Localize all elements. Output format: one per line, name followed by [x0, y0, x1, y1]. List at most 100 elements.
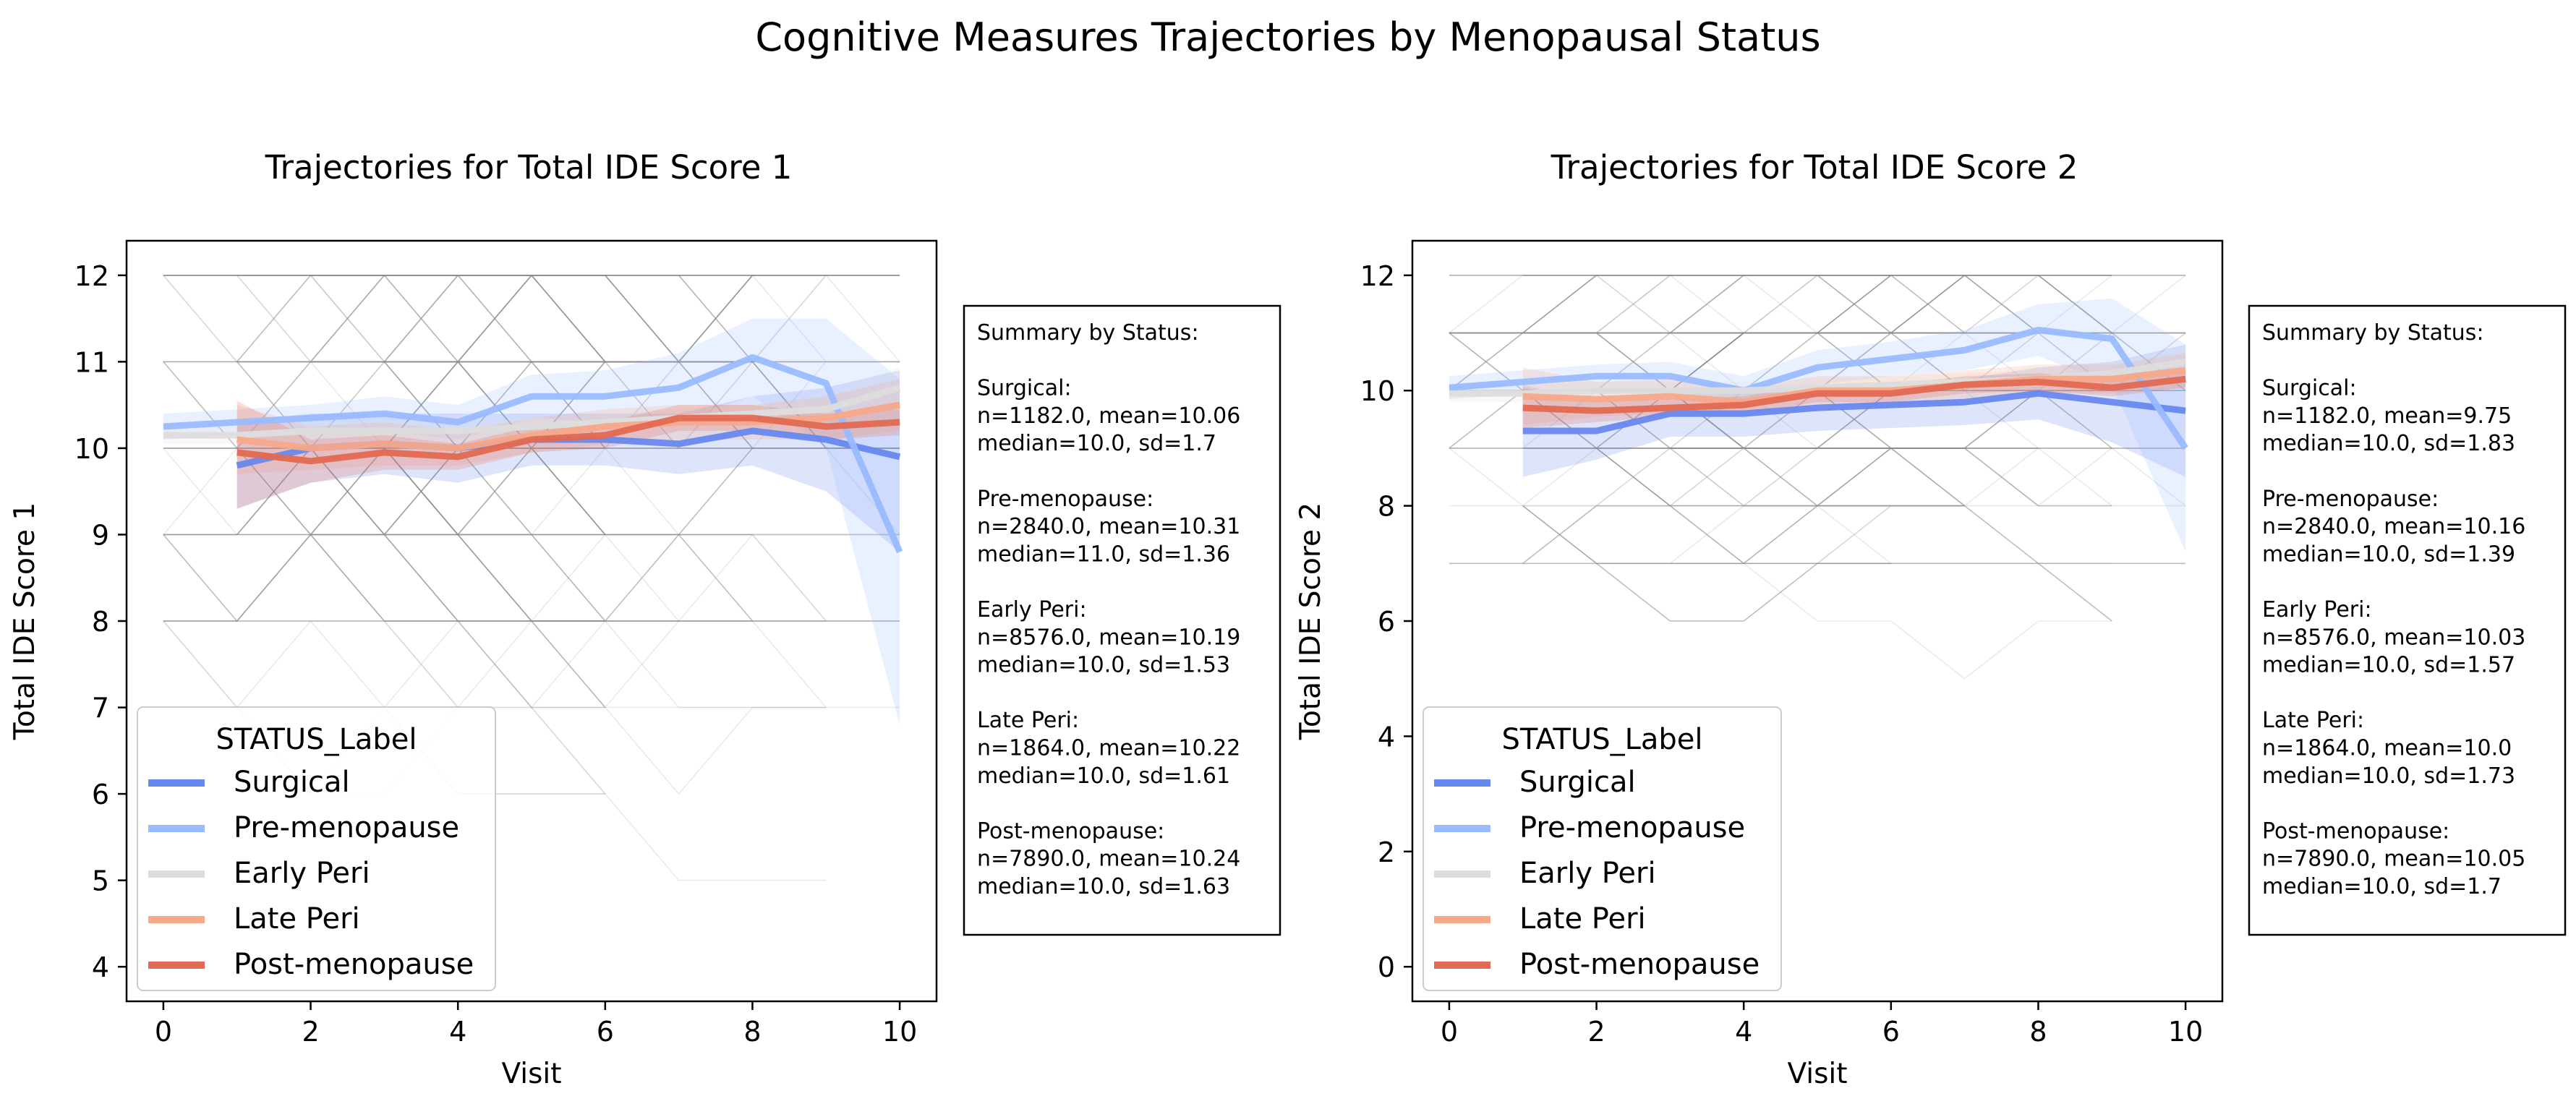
individual-trajectory	[163, 534, 605, 622]
summary-frame	[2248, 304, 2567, 936]
summary-stat-line: median=11.0, sd=1.36	[977, 542, 1230, 567]
summary-group-name: Early Peri:	[977, 597, 1087, 622]
y-tick-label: 9	[92, 519, 109, 551]
individual-trajectories	[163, 274, 900, 881]
plot-area	[1449, 274, 2188, 680]
summary-stat-line: median=10.0, sd=1.57	[2262, 653, 2515, 678]
x-tick-label: 0	[155, 1016, 172, 1048]
summary-stat-line: n=1864.0, mean=10.0	[2262, 736, 2512, 761]
summary-stat-line: median=10.0, sd=1.53	[977, 653, 1230, 678]
legend-entry: Late Peri	[234, 902, 360, 936]
individual-trajectory	[1522, 505, 1965, 564]
individual-trajectory	[1669, 448, 1965, 507]
legend-entry: Early Peri	[234, 857, 370, 890]
y-axis-label: Total IDE Score 1	[9, 502, 41, 741]
x-tick-label: 8	[743, 1016, 761, 1048]
x-axis-label: Visit	[1787, 1058, 1847, 1090]
chart-panel-1: Trajectories for Total IDE Score 1 0 2 4 6 8 1…	[9, 148, 1281, 1090]
summary-group-name: Post-menopause:	[2262, 818, 2449, 844]
confidence-band	[236, 401, 900, 509]
summary-group-name: Pre-menopause:	[2262, 487, 2439, 512]
summary-stat-line: median=10.0, sd=1.7	[977, 431, 1216, 456]
legend-entry: Pre-menopause	[1519, 811, 1745, 844]
x-tick-label: 10	[882, 1016, 917, 1048]
summary-stat-line: n=7890.0, mean=10.05	[2262, 847, 2525, 872]
x-tick-label: 4	[449, 1016, 466, 1048]
y-tick-label: 6	[1378, 606, 1395, 638]
confidence-band	[1449, 298, 2186, 552]
summary-stat-line: n=8576.0, mean=10.19	[977, 625, 1240, 650]
x-tick-label: 10	[2168, 1016, 2203, 1048]
individual-trajectory	[310, 274, 753, 363]
chart-panel-2: Trajectories for Total IDE Score 2 0 2 4 6 8 1…	[1295, 148, 2567, 1090]
x-tick-label: 6	[597, 1016, 614, 1048]
y-tick-label: 12	[1360, 260, 1395, 292]
legend-box	[1423, 706, 1782, 991]
series-line	[163, 384, 901, 439]
y-axis-label: Total IDE Score 2	[1295, 502, 1327, 741]
summary-title: Summary by Status:	[2262, 320, 2484, 346]
summary-title: Summary by Status:	[977, 320, 1199, 346]
x-tick-label: 2	[1587, 1016, 1605, 1048]
legend-entry: Late Peri	[1519, 902, 1646, 936]
legend-entry: Surgical	[234, 766, 350, 799]
summary-box: Summary by Status: Surgical:n=1182.0, mea…	[2248, 304, 2567, 936]
individual-trajectory	[1522, 505, 2112, 680]
summary-stat-line: median=10.0, sd=1.7	[2262, 874, 2502, 899]
summary-group-name: Late Peri:	[2262, 708, 2364, 733]
x-tick-label: 4	[1735, 1016, 1752, 1048]
legend-box	[137, 706, 496, 991]
y-tick-label: 4	[1378, 721, 1395, 753]
series-line	[1522, 375, 2186, 414]
summary-group-name: Early Peri:	[2262, 597, 2372, 622]
summary-group-name: Pre-menopause:	[977, 487, 1153, 512]
individual-trajectory	[236, 448, 679, 709]
y-tick-label: 2	[1378, 836, 1395, 868]
x-tick-label: 6	[1882, 1016, 1900, 1048]
series-line	[1449, 327, 2188, 450]
series-line	[163, 354, 903, 554]
individual-trajectory	[310, 274, 605, 363]
y-tick-label: 6	[92, 779, 109, 810]
y-tick-label: 8	[92, 606, 109, 638]
y-tick-label: 4	[92, 951, 109, 983]
summary-stat-line: n=7890.0, mean=10.24	[977, 847, 1240, 872]
individual-trajectory	[310, 534, 605, 622]
figure-title: Cognitive Measures Trajectories by Menop…	[755, 14, 1820, 60]
summary-box: Summary by Status: Surgical:n=1182.0, mea…	[963, 304, 1281, 936]
x-tick-label: 8	[2029, 1016, 2047, 1048]
summary-stat-line: median=10.0, sd=1.63	[977, 874, 1230, 899]
y-tick-label: 7	[92, 693, 109, 724]
summary-group-name: Late Peri:	[977, 708, 1079, 733]
y-tick-label: 0	[1378, 951, 1395, 983]
y-tick-label: 8	[1378, 491, 1395, 523]
series-line	[1522, 390, 2186, 435]
legend-entry: Surgical	[1519, 766, 1636, 799]
legend: STATUS_Label Surgical Pre-menopause Early P…	[137, 706, 496, 991]
individual-trajectory	[1596, 274, 2039, 334]
individual-trajectory	[310, 274, 606, 363]
summary-stat-line: n=2840.0, mean=10.31	[977, 514, 1240, 539]
panel-title: Trajectories for Total IDE Score 2	[1551, 148, 2078, 187]
summary-group-name: Surgical:	[2262, 376, 2357, 401]
summary-frame	[963, 304, 1281, 936]
y-tick-label: 10	[1360, 375, 1395, 407]
summary-stat-line: median=10.0, sd=1.61	[977, 763, 1230, 789]
panel-title: Trajectories for Total IDE Score 1	[265, 148, 793, 187]
individual-trajectory	[310, 448, 900, 709]
summary-stat-line: median=10.0, sd=1.39	[2262, 542, 2515, 567]
summary-stat-line: n=2840.0, mean=10.16	[2262, 514, 2525, 539]
legend: STATUS_Label Surgical Pre-menopause Early P…	[1423, 706, 1782, 991]
summary-stat-line: median=10.0, sd=1.73	[2262, 763, 2515, 789]
individual-trajectory	[1596, 505, 1891, 565]
series-line	[236, 414, 900, 465]
y-tick-label: 12	[74, 260, 109, 292]
x-axis-label: Visit	[501, 1058, 561, 1090]
legend-title: STATUS_Label	[1502, 723, 1703, 756]
individual-trajectory	[236, 620, 680, 709]
summary-group-name: Surgical:	[977, 376, 1072, 401]
legend-entry: Post-menopause	[1519, 948, 1760, 981]
confidence-band	[163, 318, 900, 725]
y-tick-label: 5	[92, 865, 109, 897]
